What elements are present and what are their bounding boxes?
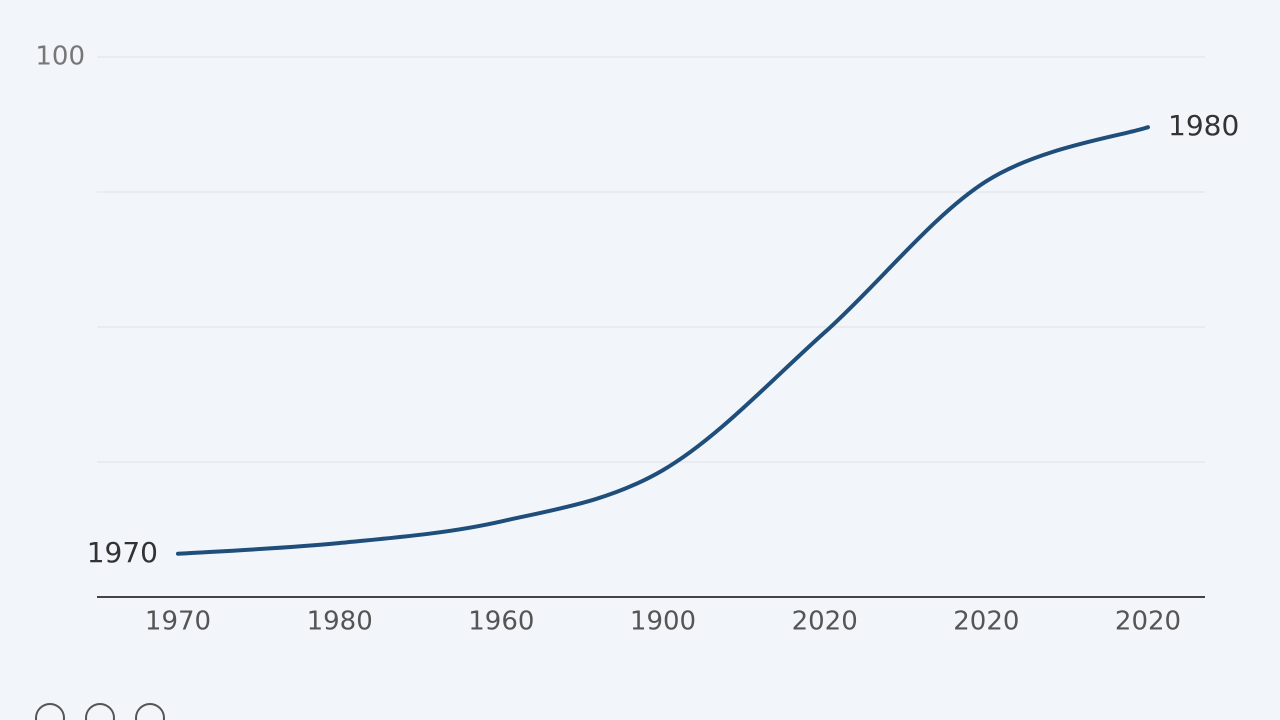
x-tick-label: 2020: [953, 607, 1019, 637]
x-tick-label: 1960: [468, 607, 534, 637]
footer-icons: [35, 703, 165, 720]
annotation: 1970: [87, 536, 158, 569]
line: [176, 125, 1150, 556]
x-tick-label: 1900: [630, 607, 696, 637]
y-tick-label: 100: [35, 42, 85, 72]
annotation: 1980: [1168, 109, 1239, 142]
x-tick-label: 2020: [1115, 607, 1181, 637]
x-tick-label: 1970: [145, 607, 211, 637]
x-tick-label: 1980: [307, 607, 373, 637]
x-tick-label: 2020: [792, 607, 858, 637]
